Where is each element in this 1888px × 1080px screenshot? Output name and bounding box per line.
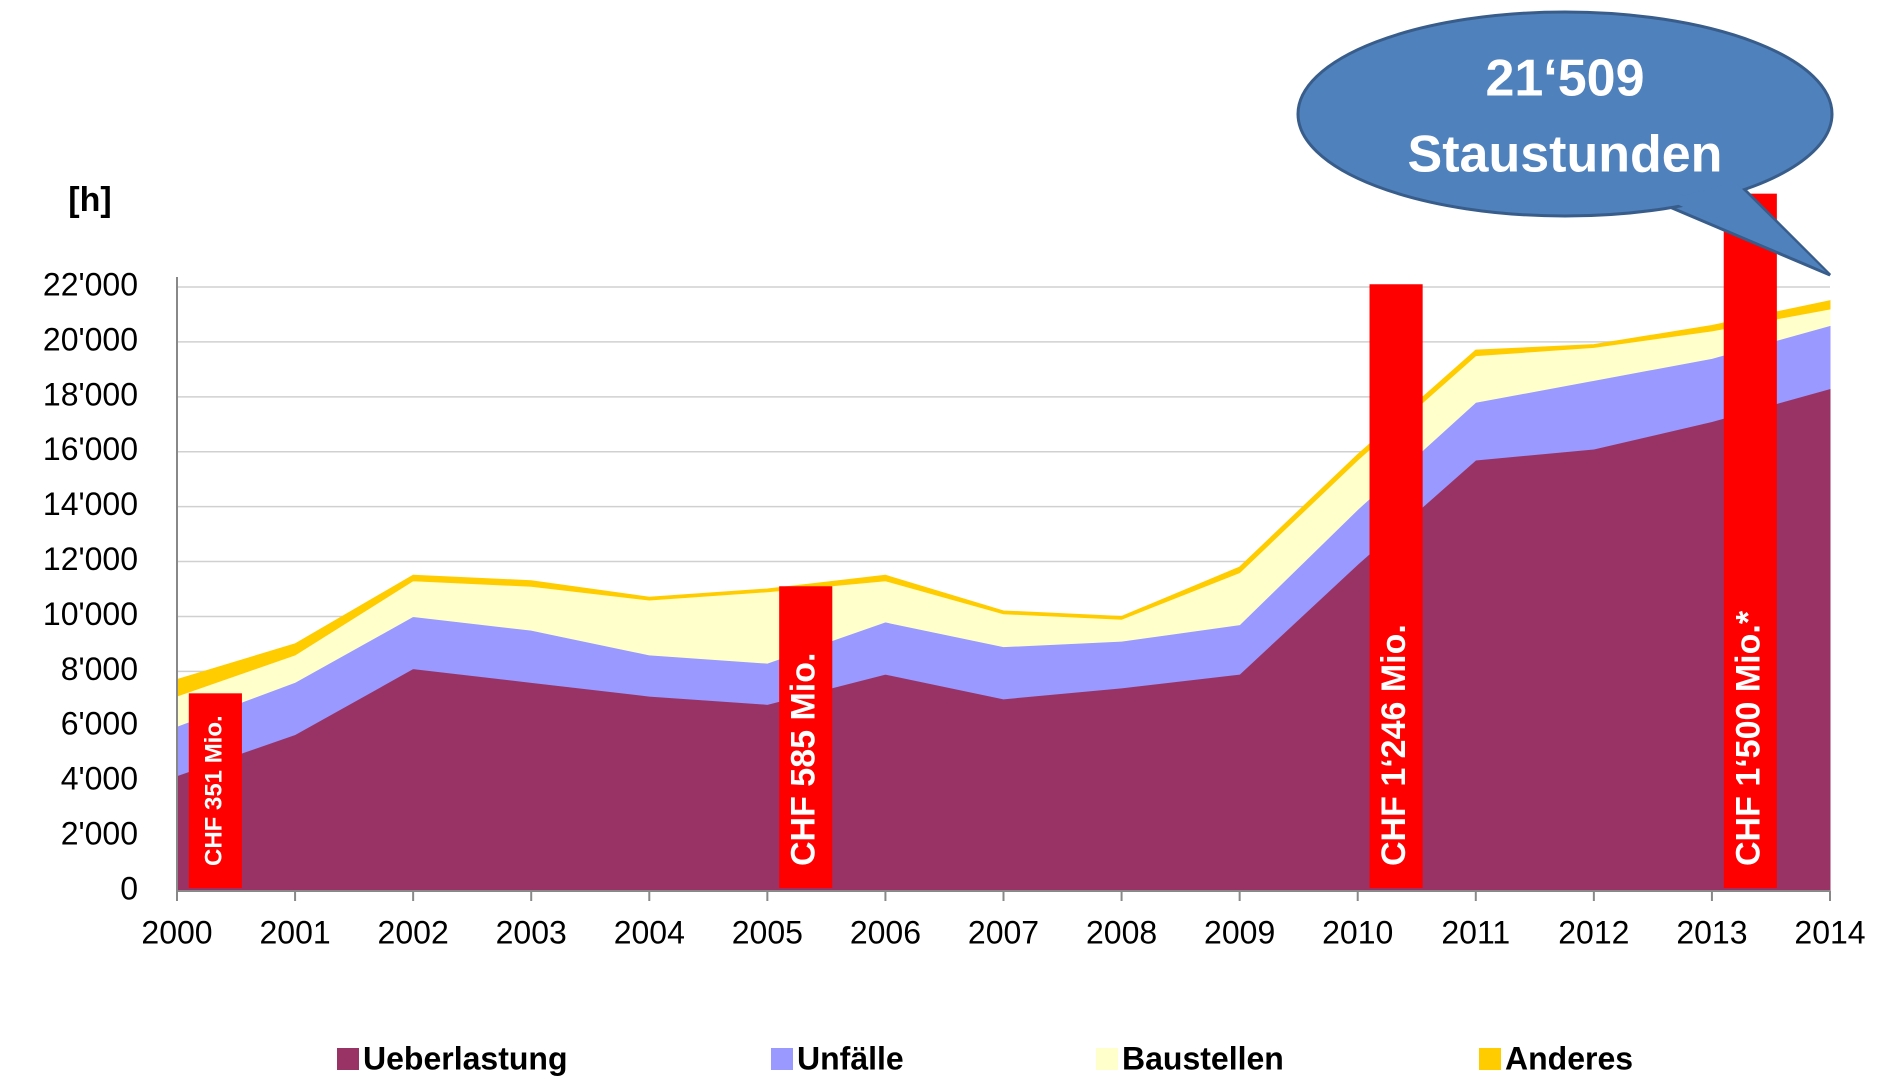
cost-bar	[1369, 284, 1423, 889]
x-tick-label: 2012	[1558, 914, 1629, 950]
x-tick-label: 2010	[1322, 914, 1393, 950]
x-tick-label: 2011	[1441, 914, 1510, 950]
cost-bar-label: CHF 1‘500 Mio.*	[1729, 610, 1767, 866]
legend-swatch	[771, 1048, 793, 1070]
y-tick-label: 20'000	[43, 321, 138, 357]
legend-label: Baustellen	[1122, 1040, 1284, 1076]
x-tick-label: 2005	[732, 914, 803, 950]
callout-tail-fill	[1668, 182, 1826, 272]
y-tick-label: 16'000	[43, 431, 138, 467]
callout-bubble	[1296, 10, 1834, 218]
y-tick-label: 10'000	[43, 596, 138, 632]
x-tick-label: 2006	[850, 914, 921, 950]
x-tick-label: 2001	[259, 914, 330, 950]
x-tick-label: 2007	[968, 914, 1039, 950]
y-tick-label: 14'000	[43, 486, 138, 522]
y-tick-label: 8'000	[61, 651, 138, 687]
x-tick-label: 2014	[1794, 914, 1865, 950]
cost-bar	[779, 586, 833, 888]
y-tick-label: 22'000	[43, 266, 138, 302]
cost-bar	[188, 693, 242, 888]
y-tick-label: 0	[120, 870, 138, 906]
y-axis-label: [h]	[68, 181, 111, 219]
area	[176, 300, 1831, 697]
x-tick-label: 2002	[378, 914, 449, 950]
cost-bar-label: CHF 585 Mio.	[785, 653, 823, 866]
x-tick-label: 2000	[141, 914, 212, 950]
y-tick-label: 4'000	[61, 761, 138, 797]
cost-bar-label: CHF 351 Mio.	[201, 715, 228, 866]
y-tick-label: 12'000	[43, 541, 138, 577]
x-tick-label: 2003	[496, 914, 567, 950]
legend-swatch	[1096, 1048, 1118, 1070]
cost-bar	[1723, 193, 1777, 888]
x-tick-label: 2008	[1086, 914, 1157, 950]
legend-label: Anderes	[1505, 1040, 1633, 1076]
callout-text: 21‘509	[1485, 50, 1644, 108]
legend-label: Unfälle	[797, 1040, 904, 1076]
legend-swatch	[1479, 1048, 1501, 1070]
callout-text: Staustunden	[1408, 126, 1723, 184]
y-tick-label: 18'000	[43, 376, 138, 412]
cost-bar-label: CHF 1‘246 Mio.	[1375, 624, 1413, 866]
y-tick-label: 2'000	[61, 816, 138, 852]
x-tick-label: 2004	[614, 914, 685, 950]
y-tick-label: 6'000	[61, 706, 138, 742]
legend-label: Ueberlastung	[363, 1040, 567, 1076]
x-tick-label: 2013	[1676, 914, 1747, 950]
x-tick-label: 2009	[1204, 914, 1275, 950]
legend-swatch	[337, 1048, 359, 1070]
